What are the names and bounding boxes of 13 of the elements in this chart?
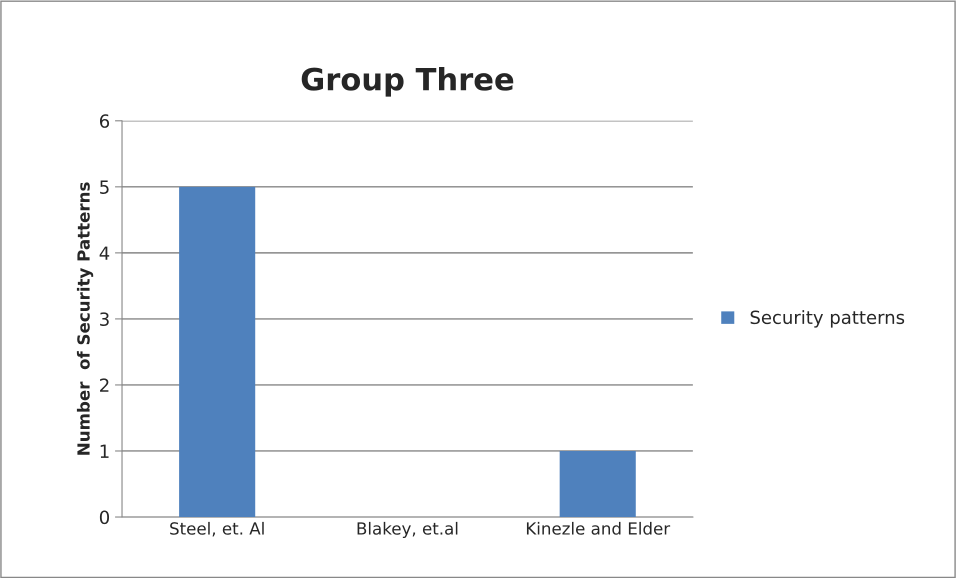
y-axis-title: Number of Security Patterns — [76, 182, 94, 455]
y-tick-label: 5 — [100, 180, 109, 194]
y-tick-label: 3 — [100, 312, 109, 326]
x-tick-label: Blakey, et.al — [358, 522, 458, 538]
y-tick-label: 0 — [100, 510, 110, 524]
y-tick-label: 2 — [100, 378, 108, 392]
y-tick-label: 4 — [100, 246, 110, 260]
x-tick-label: Kinezle and Elder — [526, 522, 670, 535]
legend-label: Security patterns — [750, 310, 904, 328]
x-tick-label: Steel, et. Al — [170, 522, 264, 536]
y-tick-label: 6 — [100, 114, 110, 128]
chart-title: Group Three — [302, 67, 514, 97]
y-tick-label: 1 — [100, 444, 109, 458]
